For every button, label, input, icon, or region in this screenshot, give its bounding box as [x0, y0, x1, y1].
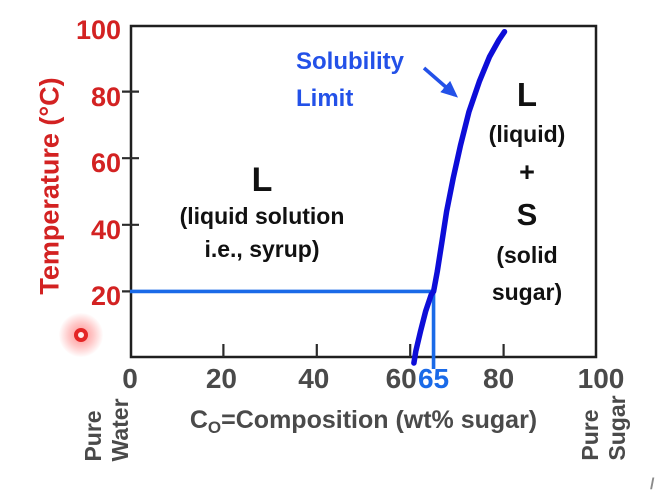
- y-tick-label: 80: [90, 81, 121, 112]
- pure-water-label: Pure Water: [80, 398, 133, 462]
- y-tick-label: 100: [75, 15, 121, 45]
- x-tick-label: 60: [385, 363, 417, 394]
- x-tick-label: 100: [577, 363, 625, 394]
- phase-symbol-liquid: L: [251, 161, 273, 199]
- corner-mark: /: [650, 476, 655, 493]
- y-tick-label: 20: [90, 281, 121, 312]
- region-liquid-plus-solid: L (liquid) + S (solid sugar): [442, 74, 612, 311]
- laser-pointer-dot: [74, 328, 88, 342]
- x-tick-label-65: 65: [417, 363, 450, 394]
- plot-border: [129, 24, 598, 359]
- plus-sign: +: [519, 157, 535, 187]
- phase-symbol-liquid: L: [516, 76, 538, 113]
- x-axis-title: CO=Composition (wt% sugar): [130, 406, 597, 438]
- composition-symbol: C: [189, 406, 208, 434]
- region-liquid: L (liquid solution i.e., syrup): [147, 160, 377, 266]
- y-tick-label: 60: [90, 148, 121, 179]
- x-tick-label: 80: [483, 363, 515, 394]
- callout-arrow: [422, 66, 459, 98]
- solubility-limit-callout: Solubility Limit: [296, 48, 404, 112]
- x-axis-title-text: =Composition (wt% sugar): [221, 406, 538, 434]
- pure-sugar-label: Pure Sugar: [577, 395, 630, 461]
- x-tick-label: 0: [122, 363, 138, 394]
- solubility-curve: [411, 28, 508, 366]
- x-tick-label: 20: [205, 363, 237, 394]
- x-tick-label: 40: [298, 363, 330, 394]
- phase-symbol-solid: S: [516, 197, 538, 232]
- y-tick-label: 40: [90, 214, 121, 245]
- composition-subscript: O: [207, 418, 222, 437]
